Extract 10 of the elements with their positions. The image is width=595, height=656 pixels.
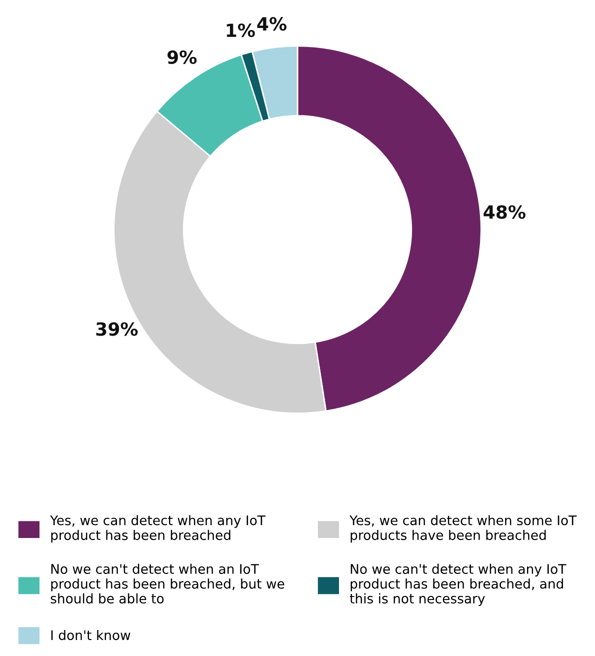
data-label: 9%: [167, 50, 197, 64]
legend-label: No we can't detect when an IoT product has been breached, but we should be able to: [50, 564, 284, 604]
data-label: 4%: [257, 17, 286, 31]
data-label: 1%: [226, 23, 255, 38]
legend-label: Yes, we can detect when any IoT product has been breached: [50, 515, 266, 543]
data-label: 48%: [484, 205, 526, 219]
legend-label: No we can't detect when any IoT product has been breached, and this is not necessary: [350, 564, 566, 606]
data-label: 39%: [96, 322, 138, 336]
legend-label: Yes, we can detect when some IoT products have been breached: [350, 515, 577, 543]
legend-label: I don't know: [51, 630, 130, 640]
